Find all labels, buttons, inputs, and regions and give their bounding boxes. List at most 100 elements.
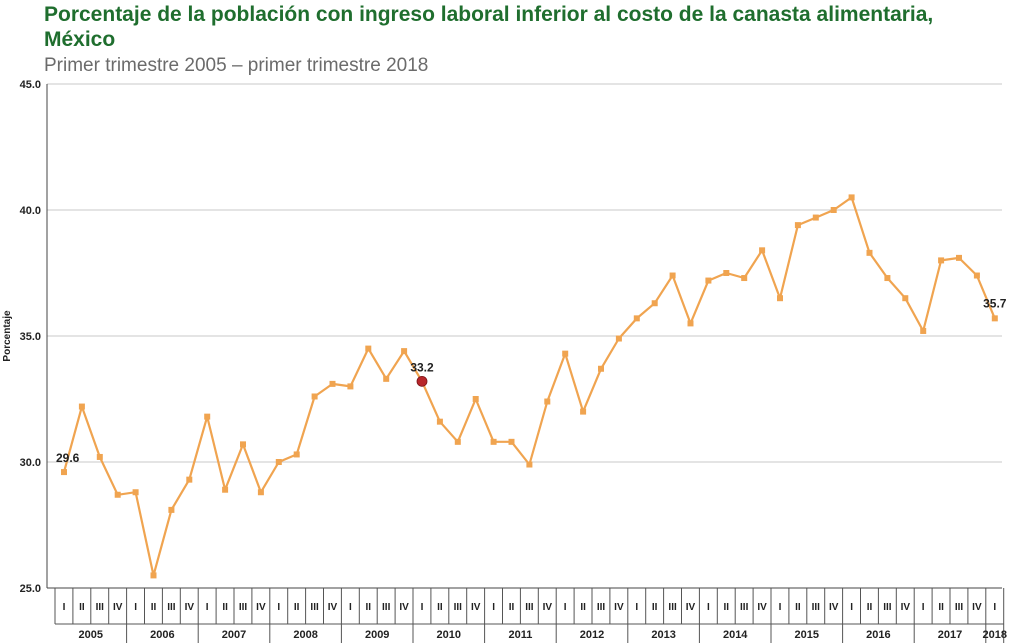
data-point xyxy=(633,315,640,322)
data-point xyxy=(651,300,658,307)
data-point xyxy=(383,375,390,382)
data-point xyxy=(580,408,587,415)
data-point xyxy=(293,451,300,458)
data-point xyxy=(705,277,712,284)
x-tick-label: IV xyxy=(399,602,409,613)
data-point xyxy=(615,335,622,342)
data-point xyxy=(884,275,891,282)
data-point xyxy=(991,315,998,322)
x-tick-label: II xyxy=(867,602,873,613)
x-tick-label: IV xyxy=(328,602,338,613)
data-label: 33.2 xyxy=(410,360,434,374)
x-tick-label: I xyxy=(707,602,710,613)
data-point xyxy=(544,398,551,405)
x-tick-label: IV xyxy=(614,602,624,613)
data-point xyxy=(973,272,980,279)
year-label: 2007 xyxy=(222,629,246,641)
data-point xyxy=(562,350,569,357)
x-tick-label: I xyxy=(993,602,996,613)
data-point xyxy=(114,491,121,498)
data-point xyxy=(759,247,766,254)
data-label: 35.7 xyxy=(983,296,1007,310)
data-point xyxy=(526,461,533,468)
year-label: 2005 xyxy=(79,629,103,641)
data-point xyxy=(132,489,139,496)
x-tick-label: I xyxy=(421,602,424,613)
data-point xyxy=(96,453,103,460)
data-point xyxy=(150,572,157,579)
data-point xyxy=(275,459,282,465)
data-point xyxy=(78,403,85,410)
x-tick-label: II xyxy=(79,602,85,613)
data-point xyxy=(61,469,67,476)
x-tick-label: I xyxy=(206,602,209,613)
data-point xyxy=(741,275,748,282)
x-tick-label: I xyxy=(564,602,567,613)
x-tick-label: I xyxy=(635,602,638,613)
x-tick-label: II xyxy=(938,602,944,613)
data-label: 29.6 xyxy=(56,451,80,465)
x-tick-label: I xyxy=(349,602,352,613)
data-point xyxy=(168,506,175,513)
x-tick-label: IV xyxy=(471,602,481,613)
x-tick-label: I xyxy=(492,602,495,613)
chart-title: Porcentaje de la población con ingreso l… xyxy=(44,3,934,51)
x-tick-label: II xyxy=(437,602,443,613)
data-point xyxy=(186,476,193,483)
x-tick-label: II xyxy=(795,602,801,613)
y-tick-label: 30.0 xyxy=(20,457,41,469)
highlight-point xyxy=(416,375,428,387)
x-tick-label: I xyxy=(277,602,280,613)
x-tick-label: II xyxy=(151,602,157,613)
data-point xyxy=(222,486,229,493)
x-tick-label: IV xyxy=(686,602,696,613)
x-tick-label: III xyxy=(883,602,892,613)
data-point xyxy=(956,254,962,261)
data-point xyxy=(347,383,354,390)
year-label: 2017 xyxy=(938,629,962,641)
data-point xyxy=(777,295,783,302)
data-point xyxy=(311,393,318,400)
x-tick-label: II xyxy=(294,602,300,613)
x-tick-label: I xyxy=(922,602,925,613)
x-tick-label: II xyxy=(724,602,730,613)
year-label: 2013 xyxy=(651,629,675,641)
data-point xyxy=(830,207,837,213)
x-tick-label: IV xyxy=(829,602,839,613)
year-label: 2008 xyxy=(293,629,317,641)
x-tick-label: II xyxy=(366,602,372,613)
y-tick-label: 40.0 xyxy=(20,205,41,217)
data-point xyxy=(794,222,801,229)
x-tick-label: III xyxy=(525,602,534,613)
data-point xyxy=(723,270,730,276)
x-tick-label: III xyxy=(167,602,176,613)
data-point xyxy=(866,249,873,256)
x-tick-label: I xyxy=(850,602,853,613)
data-point xyxy=(257,489,264,496)
x-tick-label: III xyxy=(239,602,248,613)
x-tick-label: III xyxy=(454,602,463,613)
data-point xyxy=(920,327,927,334)
y-tick-label: 35.0 xyxy=(20,331,41,343)
data-point xyxy=(508,438,515,445)
year-label: 2012 xyxy=(580,629,604,641)
data-point xyxy=(240,441,246,448)
data-point xyxy=(938,257,945,264)
year-label: 2009 xyxy=(365,629,389,641)
x-tick-label: III xyxy=(310,602,319,613)
data-point xyxy=(902,295,909,302)
y-tick-label: 45.0 xyxy=(20,79,41,91)
x-tick-label: III xyxy=(668,602,677,613)
data-point xyxy=(365,345,372,352)
x-tick-label: II xyxy=(222,602,228,613)
year-label: 2016 xyxy=(866,629,890,641)
x-tick-label: IV xyxy=(256,602,266,613)
x-tick-label: II xyxy=(580,602,586,613)
data-point xyxy=(401,348,408,355)
year-label: 2018 xyxy=(983,629,1007,641)
x-tick-label: IV xyxy=(185,602,195,613)
data-point xyxy=(598,365,604,372)
chart-subtitle: Primer trimestre 2005 – primer trimestre… xyxy=(44,55,429,76)
year-label: 2014 xyxy=(723,629,748,641)
